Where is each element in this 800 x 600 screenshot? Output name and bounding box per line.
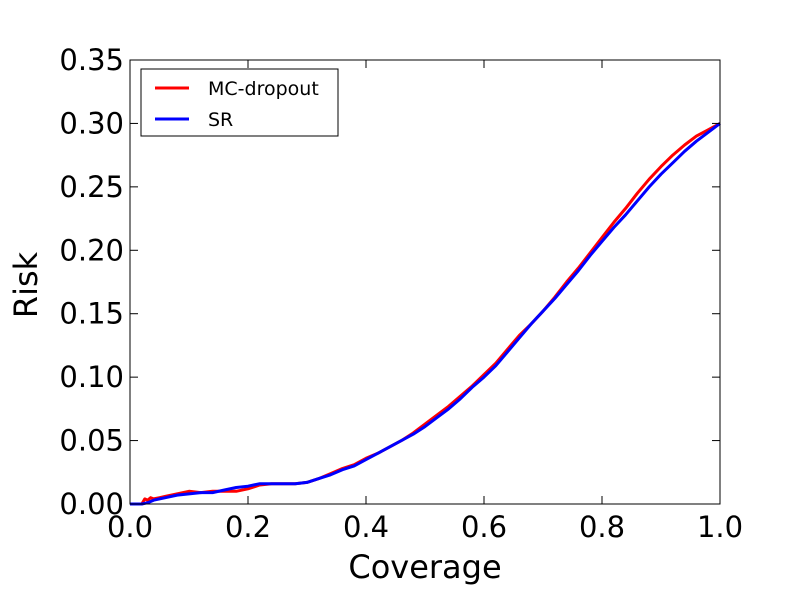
x-axis-title: Coverage [348,548,501,586]
x-tick-label: 0.2 [225,510,271,544]
y-tick-label: 0.30 [59,106,124,140]
y-tick-label: 0.25 [59,170,124,204]
legend-box [140,68,339,137]
x-tick-label: 1.0 [697,510,743,544]
x-tick-label: 0.4 [343,510,389,544]
legend: MC-dropout SR [140,68,339,137]
x-tick-label: 0.6 [461,510,507,544]
y-tick-label: 0.15 [59,297,124,331]
ticks-layer: 0.0 0.2 0.4 0.6 0.8 1.0 0.00 0.05 0.10 0.15 0.20 0.… [59,43,743,544]
x-tick-label: 0.8 [579,510,625,544]
series-line-sr [130,122,721,506]
y-tick-label: 0.00 [59,487,124,521]
y-tick-label: 0.05 [59,424,124,458]
y-axis-title: Risk [7,251,45,318]
y-tick-label: 0.10 [59,360,124,394]
y-tick-label: 0.35 [59,43,124,77]
x-tick-label: 0.0 [107,510,153,544]
y-tick-label: 0.20 [59,233,124,267]
legend-label-sr: SR [208,109,233,131]
series-layer [130,122,721,506]
plot-area-frame [129,59,721,505]
legend-label-mc-dropout: MC-dropout [208,78,319,100]
